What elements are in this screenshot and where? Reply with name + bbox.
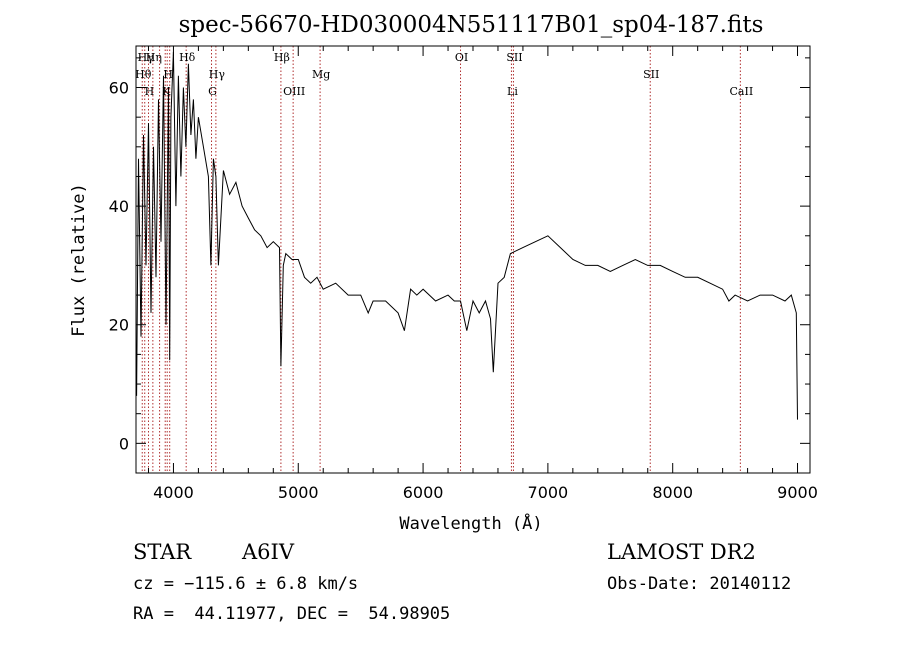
coordinates: RA = 44.11977, DEC = 54.98905 — [133, 604, 451, 624]
chart-title: spec-56670-HD030004N551117B01_sp04-187.f… — [179, 12, 764, 38]
line-label-2: H — [145, 85, 155, 98]
line-label-13: Mg — [312, 68, 330, 81]
object-subclass: A6IV — [242, 540, 294, 564]
object-type: STAR — [133, 540, 192, 564]
y-tick-label-1: 20 — [109, 316, 129, 335]
line-label-8: Hδ — [179, 51, 196, 64]
spectrum-line-0 — [136, 51, 798, 420]
y-tick-label-3: 60 — [109, 79, 129, 98]
line-label-10: Hγ — [209, 68, 226, 81]
line-label-9: G — [208, 85, 217, 98]
radial-velocity: cz = −115.6 ± 6.8 km/s — [133, 574, 359, 594]
line-label-16: SII — [506, 51, 522, 64]
y-tick-label-0: 0 — [119, 434, 129, 453]
x-tick-label-2: 6000 — [403, 483, 444, 502]
spectrum-series — [136, 51, 798, 420]
x-tick-label-0: 4000 — [153, 483, 194, 502]
survey-name: LAMOST DR2 — [607, 540, 756, 564]
observation-date: Obs-Date: 20140112 — [607, 574, 792, 594]
spectrum-chart: spec-56670-HD030004N551117B01_sp04-187.f… — [69, 12, 818, 534]
plot-frame — [135, 45, 811, 474]
x-axis: 4000 5000 6000 7000 8000 9000 — [147, 46, 818, 502]
line-label-5: K — [162, 85, 171, 98]
line-label-18: CaII — [730, 85, 754, 98]
x-tick-label-4: 8000 — [652, 483, 693, 502]
line-label-11: Hβ — [274, 51, 290, 64]
line-label-17: SII — [643, 68, 659, 81]
line-label-12: OIII — [283, 85, 305, 98]
x-tick-label-5: 9000 — [777, 483, 818, 502]
line-label-3: Hη — [146, 51, 162, 64]
line-label-6: H — [163, 68, 173, 81]
x-axis-label: Wavelength (Å) — [399, 512, 542, 534]
line-label-0: Hθ — [135, 68, 152, 81]
y-axis-label: Flux (relative) — [69, 183, 89, 337]
line-label-15: Li — [507, 85, 518, 98]
x-tick-label-3: 7000 — [528, 483, 569, 502]
line-label-1: Hγ — [138, 51, 155, 64]
line-label-14: OI — [455, 51, 468, 64]
x-tick-label-1: 5000 — [278, 483, 319, 502]
y-axis: 0 20 40 60 — [109, 57, 810, 474]
y-tick-label-2: 40 — [109, 197, 129, 216]
